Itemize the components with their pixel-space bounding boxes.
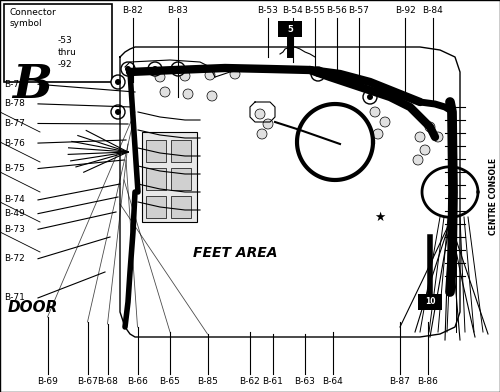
Text: 10: 10 [425,298,435,307]
Circle shape [183,89,193,99]
Circle shape [125,66,131,72]
Bar [142,132,197,222]
Bar [146,196,166,218]
Text: -92: -92 [58,60,72,69]
Circle shape [257,129,267,139]
Text: thru: thru [58,48,77,57]
Text: B-69: B-69 [37,377,58,386]
Circle shape [363,90,377,104]
Circle shape [180,71,190,81]
Circle shape [230,69,240,79]
Text: symbol: symbol [10,19,42,28]
Circle shape [433,132,443,142]
Text: B-74: B-74 [4,196,25,204]
Text: B-71: B-71 [4,294,25,302]
Text: B-79: B-79 [4,80,25,89]
Text: B-86: B-86 [417,377,438,386]
Bar [171,196,191,218]
Text: CENTRE CONSOLE: CENTRE CONSOLE [490,158,498,234]
Circle shape [148,62,162,76]
Text: B-55: B-55 [304,6,326,15]
Text: B-73: B-73 [4,225,25,234]
Text: B-87: B-87 [390,377,410,386]
Circle shape [115,79,121,85]
Circle shape [115,109,121,115]
Text: B-62: B-62 [240,377,260,386]
Text: B-56: B-56 [326,6,347,15]
Text: DOOR: DOOR [8,300,58,315]
Text: B-84: B-84 [422,6,443,15]
Bar [4,4,112,82]
Circle shape [255,109,265,119]
Circle shape [111,75,125,89]
Circle shape [425,122,435,132]
Text: B-63: B-63 [294,377,316,386]
Bar [418,294,442,310]
Bar [146,140,166,162]
Text: B-72: B-72 [4,254,25,263]
Text: B-53: B-53 [257,6,278,15]
Text: B-78: B-78 [4,100,25,108]
Text: B-65: B-65 [160,377,180,386]
Circle shape [205,70,215,80]
Text: B-66: B-66 [127,377,148,386]
Circle shape [152,66,158,72]
Text: B-75: B-75 [4,164,25,173]
Text: 5: 5 [287,25,293,33]
Text: B-54: B-54 [282,6,303,15]
Text: B-64: B-64 [322,377,343,386]
Text: -53: -53 [58,36,73,45]
Text: FEET AREA: FEET AREA [193,246,277,260]
Text: B: B [12,62,52,108]
Circle shape [160,87,170,97]
Text: B-67: B-67 [77,377,98,386]
Circle shape [171,62,185,76]
Text: Connector: Connector [10,8,57,17]
Circle shape [311,67,325,81]
Text: B-68: B-68 [97,377,118,386]
Bar [278,21,302,37]
Circle shape [373,129,383,139]
Bar [171,140,191,162]
Text: B-82: B-82 [122,6,143,15]
Circle shape [155,72,165,82]
Circle shape [175,66,181,72]
Bar [171,168,191,190]
Circle shape [263,119,273,129]
Text: B-92: B-92 [394,6,415,15]
Text: B-77: B-77 [4,119,25,128]
Text: B-76: B-76 [4,139,25,147]
Circle shape [370,107,380,117]
Circle shape [315,71,321,77]
Circle shape [111,105,125,119]
Circle shape [207,91,217,101]
Bar [146,168,166,190]
Circle shape [121,62,135,76]
Text: ★: ★ [374,211,386,223]
Text: B-57: B-57 [348,6,370,15]
Circle shape [413,155,423,165]
Text: B-85: B-85 [197,377,218,386]
Circle shape [380,117,390,127]
Circle shape [415,132,425,142]
Circle shape [420,145,430,155]
Circle shape [367,94,373,100]
Text: B-49: B-49 [4,209,25,218]
Text: B-83: B-83 [167,6,188,15]
Text: B-61: B-61 [262,377,283,386]
